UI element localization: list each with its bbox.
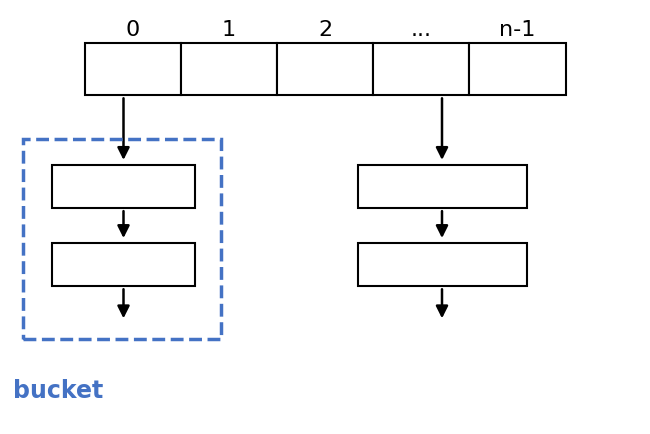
Text: 0: 0: [125, 20, 140, 40]
Text: 2: 2: [318, 20, 332, 40]
Text: d->int: d->int: [411, 255, 473, 274]
FancyBboxPatch shape: [358, 165, 526, 208]
Text: ...: ...: [411, 20, 432, 40]
FancyBboxPatch shape: [52, 165, 195, 208]
Text: a->int: a->int: [93, 177, 154, 196]
Text: 1: 1: [222, 20, 236, 40]
Bar: [23, 139, 221, 339]
Text: c->string: c->string: [397, 177, 487, 196]
Bar: [181, 43, 277, 95]
FancyBboxPatch shape: [52, 243, 195, 286]
FancyBboxPatch shape: [358, 243, 526, 286]
Bar: [84, 43, 181, 95]
Bar: [469, 43, 566, 95]
Bar: [277, 43, 373, 95]
Text: b->int: b->int: [93, 255, 154, 274]
Text: bucket: bucket: [14, 378, 103, 403]
Text: n-1: n-1: [499, 20, 536, 40]
Bar: [373, 43, 469, 95]
